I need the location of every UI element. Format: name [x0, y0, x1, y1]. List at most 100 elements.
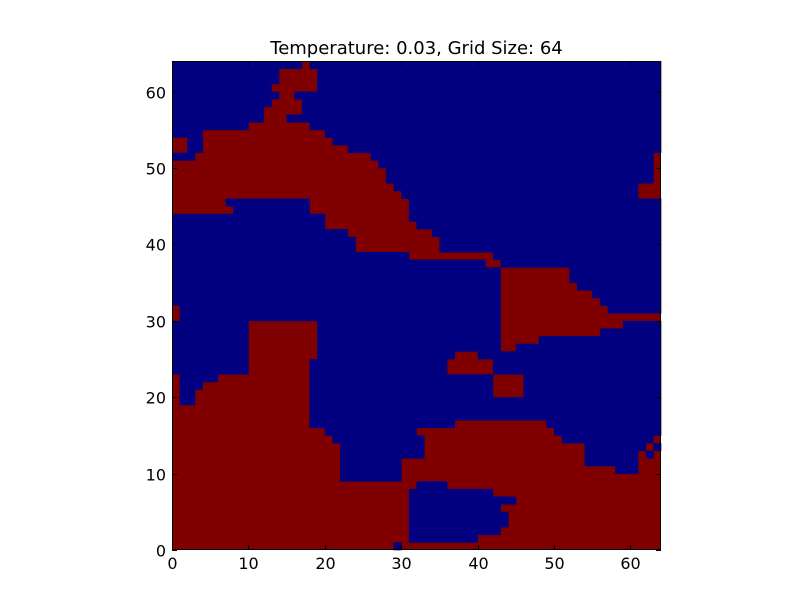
heatmap-cell-run [309, 404, 662, 413]
heatmap-cell-run [332, 137, 662, 146]
heatmap-cell-run [172, 213, 326, 222]
heatmap-cell-run [301, 106, 662, 115]
heatmap-cell-run [645, 450, 654, 459]
y-axis: 0 10 20 30 40 50 60 [146, 84, 661, 561]
heatmap-cell-run [408, 527, 501, 536]
heatmap-cell-run [317, 83, 662, 92]
heatmap-cell-run [324, 129, 662, 138]
heatmap-cell-run [309, 412, 662, 421]
heatmap-cell-run [332, 435, 425, 444]
heatmap-cell-run [416, 221, 662, 230]
heatmap-cell-run [340, 450, 425, 459]
heatmap-cell-run [172, 259, 486, 268]
heatmap-cell-run [401, 190, 639, 199]
heatmap-cell-run [179, 397, 196, 406]
heatmap-cell-run [584, 458, 639, 467]
heatmap-cell-run [309, 381, 494, 390]
heatmap-cell-run [172, 282, 501, 291]
heatmap-cell-run [393, 542, 402, 551]
heatmap-cell-run [172, 114, 265, 123]
heatmap-cell-run [172, 351, 249, 360]
heatmap-cell-run [172, 221, 326, 230]
heatmap-cell-run [408, 496, 517, 505]
heatmap-cell-run [408, 511, 509, 520]
heatmap-cell-run [301, 99, 662, 108]
heatmap-cell-run [576, 282, 662, 291]
heatmap-cell-run [179, 381, 203, 390]
x-tick-label: 50 [544, 554, 564, 573]
heatmap-cell-run [172, 366, 249, 375]
heatmap-cell-run [546, 420, 662, 429]
heatmap-cell-run [340, 465, 402, 474]
heatmap-cell-run [172, 358, 249, 367]
x-tick-label: 10 [238, 554, 258, 573]
heatmap-cell-run [599, 328, 662, 337]
heatmap-cell-run [622, 320, 662, 329]
heatmap-cell-run [172, 129, 203, 138]
heatmap-cell-run [592, 290, 662, 299]
heatmap-cell-run [172, 244, 356, 253]
heatmap-cells [172, 61, 662, 551]
heatmap-cell-run [347, 145, 662, 154]
heatmap-cell-run [172, 61, 303, 69]
heatmap-cell-run [172, 328, 249, 337]
x-tick-label: 20 [315, 554, 335, 573]
heatmap-cell-run [561, 435, 654, 444]
heatmap-cell-run [309, 358, 448, 367]
heatmap-cell-run [569, 274, 662, 283]
heatmap-cell-run [408, 488, 494, 497]
heatmap-cell-run [172, 290, 501, 299]
heatmap-cell-run [492, 358, 662, 367]
heatmap-cell-run [317, 68, 662, 77]
y-tick-label: 30 [146, 313, 166, 332]
heatmap-cell-run [187, 137, 203, 146]
heatmap-cell-run [172, 343, 249, 352]
plot-area-frame [172, 61, 661, 550]
heatmap-cell-run [584, 443, 647, 452]
heatmap-cell-run [500, 259, 662, 268]
heatmap-cell-run [317, 343, 501, 352]
heatmap-cell-run [492, 366, 662, 375]
heatmap-cell-run [439, 244, 662, 253]
heatmap-cell-run [172, 267, 501, 276]
heatmap-cell-run [172, 336, 249, 345]
heatmap-cell-run [599, 297, 662, 306]
x-tick-label: 40 [468, 554, 488, 573]
heatmap-cell-run [569, 267, 662, 276]
heatmap-cell-run [408, 213, 662, 222]
heatmap-cell-run [225, 198, 310, 207]
heatmap-cell-run [408, 206, 662, 215]
heatmap-cell-run [286, 114, 662, 123]
heatmap-cell-run [172, 106, 265, 115]
heatmap-cell-run [309, 420, 456, 429]
heatmap-cell-run [340, 443, 425, 452]
y-tick-label: 0 [156, 542, 166, 561]
heatmap-cell-run [492, 252, 662, 261]
heatmap-cell-run [172, 83, 272, 92]
heatmap-cell-run [317, 336, 501, 345]
heatmap-cell-run [477, 351, 662, 360]
heatmap-cell-run [172, 274, 501, 283]
heatmap-cell-run [378, 160, 654, 169]
heatmap-cell-run [317, 328, 501, 337]
heatmap-cell-run [187, 145, 203, 154]
heatmap-cell-run [523, 389, 662, 398]
y-tick-label: 50 [146, 160, 166, 179]
heatmap-cell-run [324, 427, 417, 436]
heatmap-cell-run [607, 305, 662, 314]
heatmap-cell-run [439, 236, 662, 245]
y-tick-label: 10 [146, 466, 166, 485]
heatmap-cell-run [172, 76, 280, 85]
heatmap-cell-run [653, 443, 662, 452]
heatmap-cell-run [340, 473, 402, 482]
heatmap-cell-run [233, 206, 310, 215]
heatmap-cell-run [172, 236, 356, 245]
heatmap-cell-run [172, 99, 272, 108]
y-tick-label: 20 [146, 389, 166, 408]
heatmap-cell-run [584, 450, 639, 459]
heatmap-cell-run [408, 504, 501, 513]
heatmap-cell-run [179, 313, 501, 322]
heatmap-cell-run [172, 297, 501, 306]
heatmap-cell-run [340, 458, 402, 467]
